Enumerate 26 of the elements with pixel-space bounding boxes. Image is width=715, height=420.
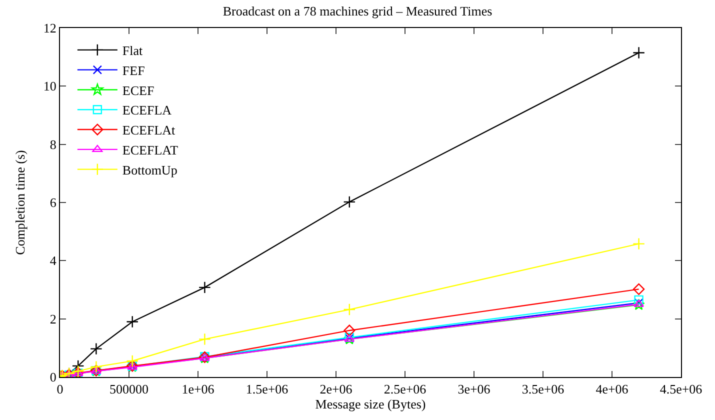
x-tick-label: 500000: [110, 382, 148, 397]
legend-label: ECEFLAt: [122, 122, 176, 138]
x-tick-label: 4e+06: [596, 382, 629, 397]
y-tick-label: 12: [43, 20, 56, 36]
y-tick-label: 10: [43, 78, 56, 94]
legend-label: BottomUp: [122, 162, 178, 178]
y-tick-label: 2: [50, 311, 56, 326]
x-tick-label: 3e+06: [458, 382, 491, 397]
y-tick-label: 6: [50, 195, 57, 210]
x-tick-label: 1e+06: [182, 382, 215, 397]
legend-label: FEF: [122, 62, 145, 78]
x-tick-label: 2e+06: [320, 382, 353, 397]
legend-label: ECEFLAT: [122, 142, 178, 158]
x-axis-title: Message size (Bytes): [315, 396, 426, 412]
legend-label: Flat: [122, 43, 144, 58]
y-tick-label: 4: [50, 253, 57, 268]
legend-label: ECEFLA: [122, 102, 172, 118]
x-tick-label: 2.5e+06: [384, 382, 427, 397]
x-tick-label: 3.5e+06: [522, 382, 565, 397]
y-tick-label: 0: [50, 370, 56, 385]
x-tick-label: 1.5e+06: [246, 382, 289, 397]
y-tick-label: 8: [50, 136, 56, 152]
chart-title: Broadcast on a 78 machines grid – Measured Times: [222, 3, 492, 18]
y-axis-title: Completion time (s): [12, 150, 28, 255]
legend-label: ECEF: [122, 82, 154, 98]
x-tick-label: 4.5e+06: [660, 382, 703, 397]
